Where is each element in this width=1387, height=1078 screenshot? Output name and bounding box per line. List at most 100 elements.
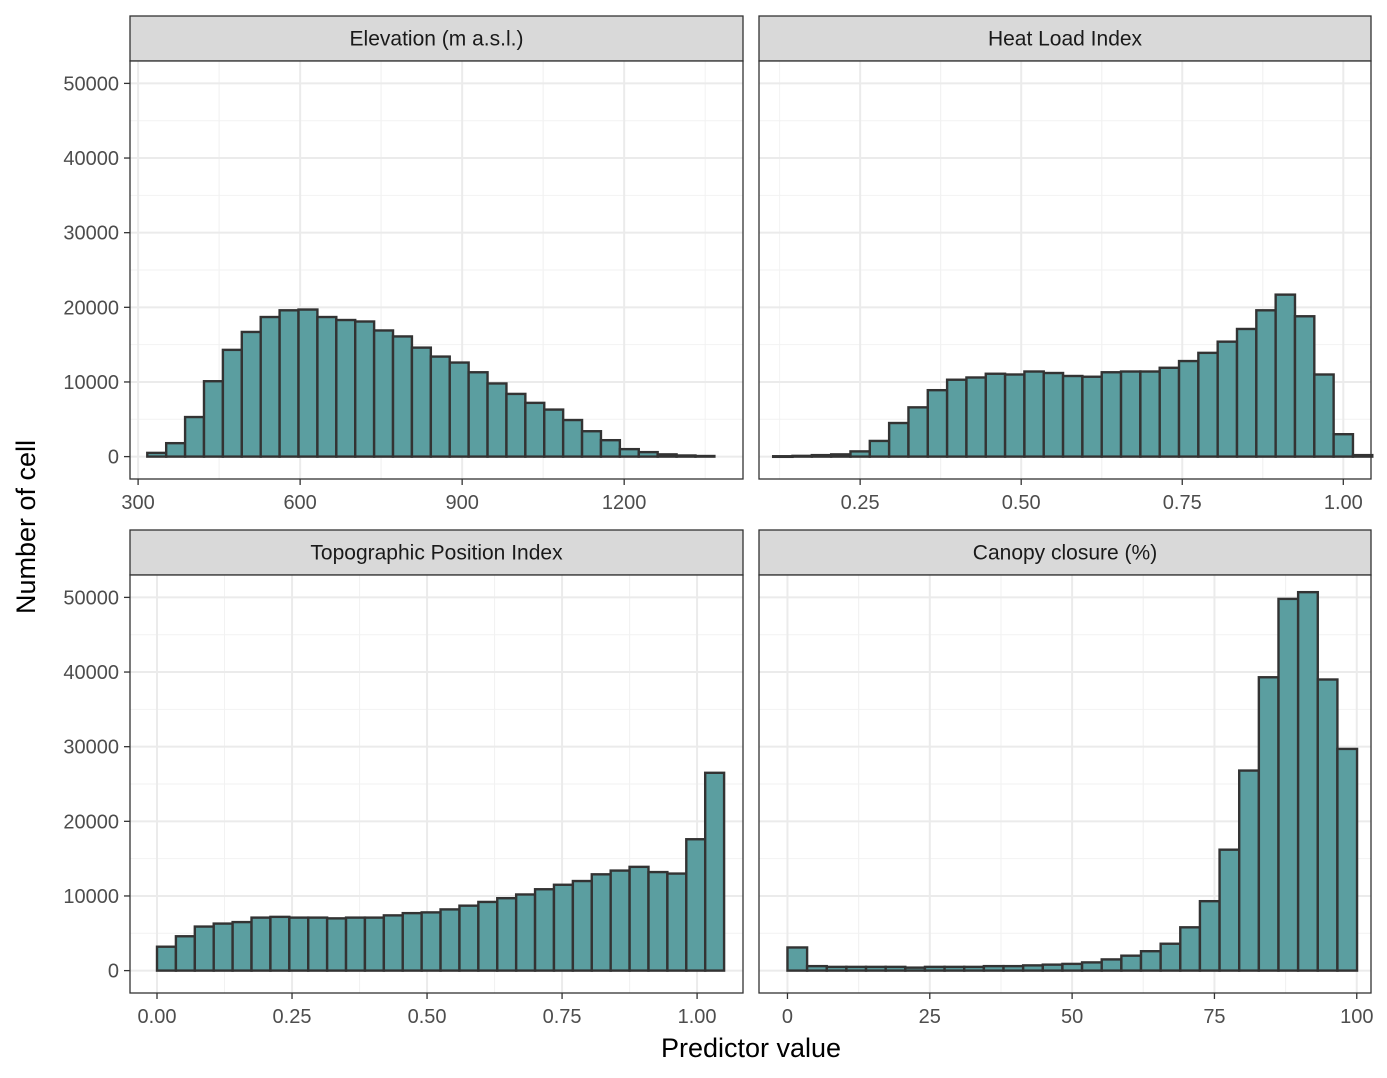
histogram-bar xyxy=(307,916,329,972)
histogram-bar xyxy=(907,406,929,458)
histogram-bar xyxy=(1159,942,1182,972)
histogram-bar xyxy=(864,965,887,972)
histogram-bar xyxy=(1257,676,1280,972)
histogram-bar xyxy=(982,964,1005,972)
histogram-bar xyxy=(297,308,319,458)
histogram-bar xyxy=(590,873,612,972)
y-tick-label: 30000 xyxy=(63,223,119,245)
y-tick-label: 10000 xyxy=(63,372,119,394)
x-tick-label: 0.25 xyxy=(841,492,880,514)
histogram-bar xyxy=(410,346,433,458)
histogram-bar xyxy=(372,329,395,458)
histogram-bar xyxy=(965,376,987,458)
histogram-bar xyxy=(552,883,575,972)
x-tick-label: 300 xyxy=(121,492,154,514)
histogram-bar xyxy=(1081,375,1103,458)
histogram-bar xyxy=(1255,309,1277,458)
histogram-bar xyxy=(1177,359,1200,458)
y-tick-label: 10000 xyxy=(63,886,119,908)
histogram-bar xyxy=(849,450,872,458)
x-tick-label: 0.25 xyxy=(273,1006,312,1028)
histogram-bar xyxy=(945,378,968,458)
histogram-bar xyxy=(845,965,868,972)
panel-border xyxy=(758,60,1372,480)
histogram-bar xyxy=(599,438,622,458)
histogram-bar xyxy=(984,372,1007,458)
histogram-bar xyxy=(1336,747,1359,972)
histogram-bar xyxy=(524,401,546,458)
histogram-bar xyxy=(923,965,946,972)
histogram-bar xyxy=(561,418,584,458)
histogram-bar xyxy=(637,450,659,458)
facet-strip xyxy=(129,529,744,576)
histogram-bar xyxy=(1316,678,1339,972)
histogram-bar xyxy=(1061,962,1084,972)
histogram-bar xyxy=(505,392,527,458)
histogram-bar xyxy=(1235,327,1258,458)
histogram-bar xyxy=(666,872,688,972)
histogram-bar xyxy=(259,315,281,458)
histogram-bar xyxy=(193,925,215,972)
histogram-bar xyxy=(1198,899,1221,972)
x-tick-label: 0.75 xyxy=(1163,492,1202,514)
y-tick-label: 40000 xyxy=(63,148,119,170)
facet-title: Heat Load Index xyxy=(988,28,1143,51)
histogram-bar xyxy=(1120,954,1143,972)
histogram-bar xyxy=(628,865,650,972)
histogram-bar xyxy=(429,355,451,458)
histogram-bar xyxy=(316,315,338,458)
x-tick-label: 900 xyxy=(445,492,478,514)
facet-panel: Topographic Position Index 0.00 0.25 0.50 0.… xyxy=(63,529,744,1028)
histogram-bar xyxy=(694,454,716,458)
histogram-bar xyxy=(1277,597,1300,972)
x-tick-label: 0 xyxy=(782,1006,793,1028)
histogram-bar xyxy=(805,964,828,972)
histogram-bar xyxy=(926,388,949,458)
histogram-bar xyxy=(439,908,461,972)
histogram-bar xyxy=(496,897,518,972)
panel-border xyxy=(758,574,1372,994)
y-tick-label: 0 xyxy=(108,961,119,983)
histogram-bar xyxy=(1139,370,1161,458)
y-tick-label: 50000 xyxy=(63,73,119,95)
y-tick-label: 20000 xyxy=(63,297,119,319)
x-tick-label: 100 xyxy=(1340,1006,1373,1028)
x-tick-label: 0.50 xyxy=(1002,492,1041,514)
x-tick-label: 0.75 xyxy=(543,1006,582,1028)
histogram-bar xyxy=(354,320,376,458)
histogram-bar xyxy=(1238,769,1261,972)
histogram-bar xyxy=(580,430,603,458)
histogram-bar xyxy=(810,453,833,458)
facet-title: Elevation (m a.s.l.) xyxy=(350,28,524,51)
histogram-bar xyxy=(202,380,225,458)
histogram-bar xyxy=(1351,453,1374,458)
histogram-bar xyxy=(829,453,852,458)
histogram-bar xyxy=(1218,848,1241,972)
y-tick-label: 0 xyxy=(108,447,119,469)
histogram-bar xyxy=(571,879,593,972)
histogram-bar xyxy=(146,451,168,458)
facet-title: Canopy closure (%) xyxy=(973,542,1157,565)
histogram-bar xyxy=(786,946,809,972)
histogram-bar xyxy=(420,911,442,972)
x-tick-label: 1200 xyxy=(602,492,647,514)
histogram-bar xyxy=(325,917,348,972)
histogram-bar xyxy=(1293,315,1316,458)
histogram-bar xyxy=(963,965,986,972)
x-axis-title: Predictor value xyxy=(661,1033,841,1063)
histogram-bar xyxy=(448,361,470,458)
panel-border xyxy=(129,60,744,480)
histogram-bar xyxy=(1158,366,1181,458)
histogram-bar xyxy=(269,915,291,972)
histogram-bar xyxy=(1179,926,1202,972)
histogram-bar xyxy=(1100,958,1123,972)
histogram-bar xyxy=(1080,961,1103,972)
histogram-bar xyxy=(335,318,357,458)
histogram-bar xyxy=(647,870,669,972)
histogram-bar xyxy=(382,914,404,972)
histogram-bar xyxy=(533,888,556,972)
facet-panel: Elevation (m a.s.l.) 300 600 900 1200 0 10000 2… xyxy=(63,15,744,514)
histogram-bar xyxy=(240,330,262,458)
panel-border xyxy=(129,574,744,994)
histogram-bar xyxy=(1313,373,1335,458)
